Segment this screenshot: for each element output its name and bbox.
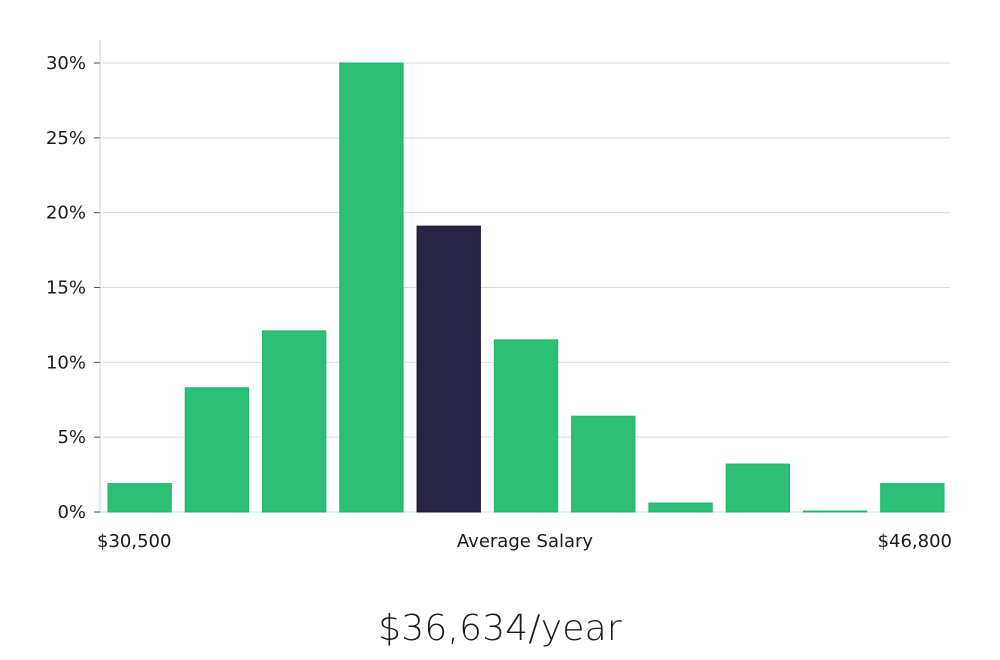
bar — [802, 510, 868, 513]
y-tick-label: 0% — [57, 502, 86, 523]
bar-average-salary — [416, 225, 481, 513]
bar — [493, 339, 559, 513]
y-tick-label: 10% — [46, 352, 86, 373]
y-tick-label: 5% — [57, 427, 86, 448]
y-tick-label: 30% — [46, 53, 86, 74]
average-salary-headline: $36,634/year — [378, 608, 622, 649]
x-axis-title: Average Salary — [457, 531, 594, 552]
x-min-label: $30,500 — [97, 531, 171, 552]
bar — [725, 463, 790, 513]
salary-histogram-chart: 0% 5% 10% 15% 20% 25% 30% $30,500 Average Sala… — [46, 40, 952, 552]
y-tick-label: 25% — [46, 128, 86, 149]
bar — [184, 387, 250, 513]
bar — [880, 483, 945, 513]
bars — [107, 62, 945, 513]
x-max-label: $46,800 — [878, 531, 952, 552]
bar — [571, 415, 636, 513]
bar — [339, 62, 404, 513]
bar — [107, 483, 172, 513]
y-tick-label: 15% — [46, 278, 86, 299]
y-tick-label: 20% — [46, 203, 86, 224]
y-axis-ticks: 0% 5% 10% 15% 20% 25% 30% — [46, 53, 100, 523]
bar — [262, 330, 327, 513]
bar — [648, 502, 713, 513]
